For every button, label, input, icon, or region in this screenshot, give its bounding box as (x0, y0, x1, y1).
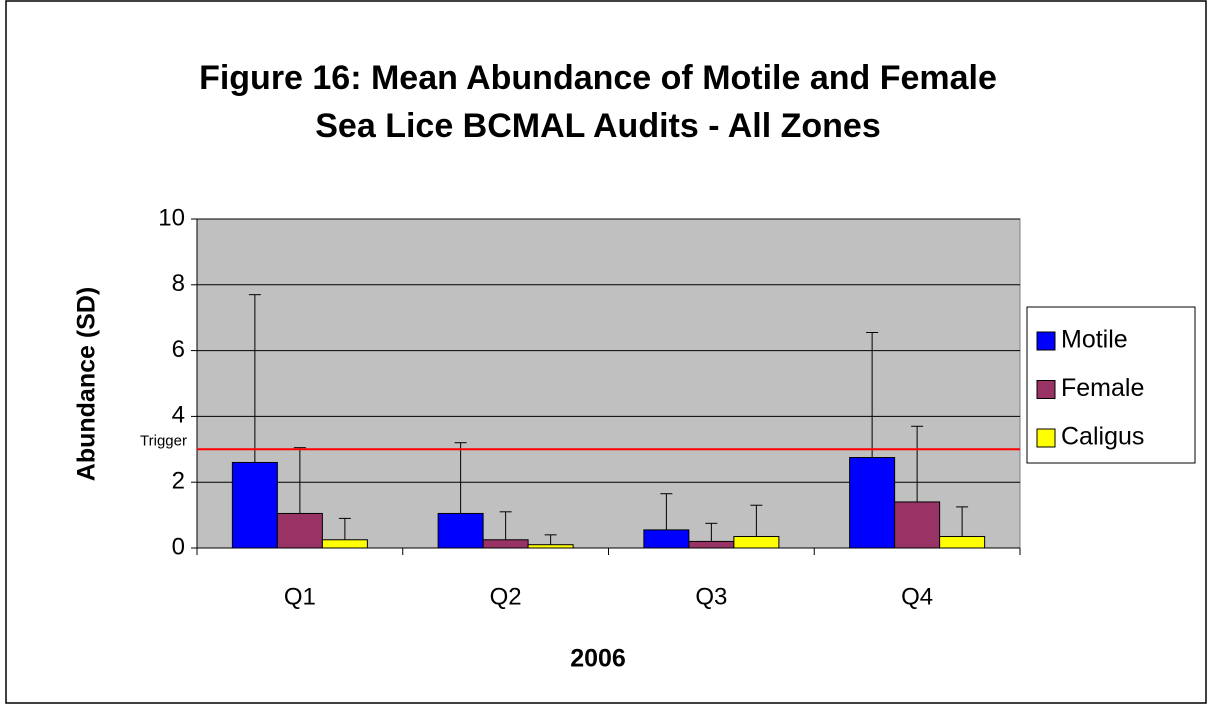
bar (437, 512, 484, 549)
legend-label: Female (1061, 374, 1144, 402)
legend-swatch (1036, 428, 1056, 448)
bar (643, 529, 690, 549)
chart-title: Figure 16: Mean Abundance of Motile and … (199, 59, 997, 97)
bar (733, 535, 780, 549)
trigger-label: Trigger (140, 432, 187, 449)
bar (849, 457, 896, 549)
y-axis-label: Abundance (SD) (73, 287, 101, 481)
y-tick-label: 10 (158, 204, 185, 231)
y-tick-label: 2 (172, 468, 185, 495)
x-axis-label: 2006 (570, 645, 626, 673)
y-tick-label: 0 (172, 533, 185, 560)
bar (939, 535, 986, 549)
bar (527, 544, 574, 549)
x-tick-label: Q1 (284, 583, 316, 610)
legend-swatch (1036, 380, 1056, 399)
legend-label: Motile (1061, 326, 1128, 354)
x-tick-label: Q4 (901, 583, 933, 610)
bar (321, 539, 368, 549)
bar (231, 461, 278, 549)
legend-swatch (1036, 331, 1056, 351)
legend-label: Caligus (1061, 423, 1144, 451)
y-tick-label: 4 (172, 402, 185, 429)
y-tick-label: 6 (172, 336, 185, 363)
bar (482, 539, 529, 549)
x-tick-label: Q3 (695, 583, 727, 610)
bar (688, 540, 735, 549)
bar (894, 501, 941, 549)
x-tick-label: Q2 (490, 583, 522, 610)
plot-area (196, 218, 1021, 549)
chart-title: Sea Lice BCMAL Audits - All Zones (315, 107, 880, 145)
bar (276, 512, 323, 549)
y-tick-label: 8 (172, 270, 185, 297)
